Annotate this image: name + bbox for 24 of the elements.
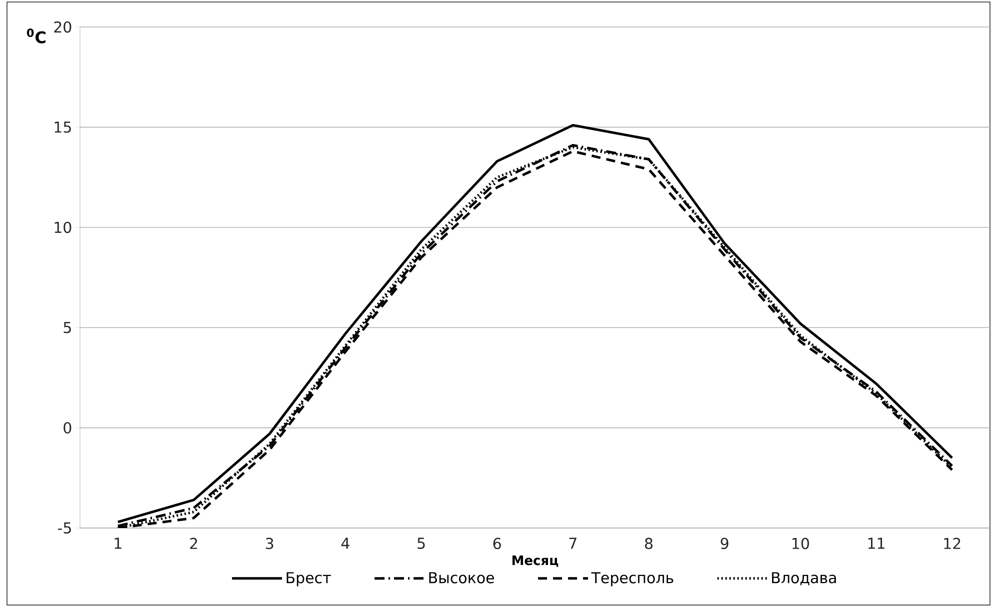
x-tick-label: 5 xyxy=(418,538,425,549)
y-tick-label: 5 xyxy=(64,322,71,334)
y-axis-title: $^{0}$C xyxy=(26,28,46,44)
legend-label: Высокое xyxy=(429,572,494,584)
x-tick-label: 1 xyxy=(114,538,122,549)
y-tick-label: 0 xyxy=(64,422,72,434)
x-tick-label: 7 xyxy=(569,538,576,549)
x-tick-label: 10 xyxy=(792,538,809,550)
legend-label: Брест xyxy=(286,572,331,586)
x-tick-label: 12 xyxy=(944,538,960,549)
x-tick-label: 2 xyxy=(190,538,198,549)
legend-label: Влодава xyxy=(772,572,836,586)
x-tick-label: 8 xyxy=(645,538,652,550)
x-tick-label: 3 xyxy=(266,538,274,550)
x-tick-label: 9 xyxy=(720,538,728,550)
y-tick-label: 10 xyxy=(54,222,72,234)
y-tick-label: 20 xyxy=(54,21,72,33)
x-tick-label: 11 xyxy=(868,538,884,549)
y-tick-label: 15 xyxy=(54,122,71,133)
x-axis-title: Месяц xyxy=(512,556,558,567)
x-tick-label: 6 xyxy=(493,538,501,550)
legend-label: Тересполь xyxy=(591,572,674,586)
x-tick-label: 4 xyxy=(341,538,350,549)
y-tick-label: -5 xyxy=(58,522,71,534)
